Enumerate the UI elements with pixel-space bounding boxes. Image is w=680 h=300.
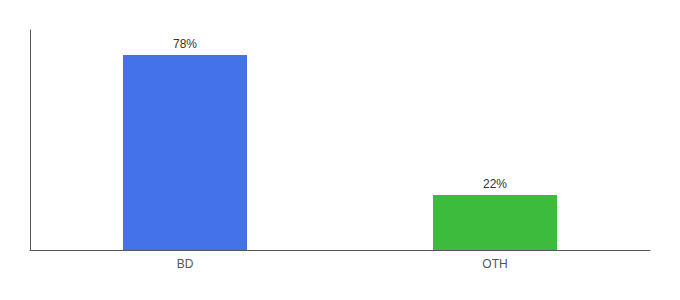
svg-text:22%: 22% xyxy=(483,177,507,191)
svg-text:BD: BD xyxy=(177,257,194,271)
svg-text:OTH: OTH xyxy=(482,257,507,271)
svg-text:78%: 78% xyxy=(173,37,197,51)
